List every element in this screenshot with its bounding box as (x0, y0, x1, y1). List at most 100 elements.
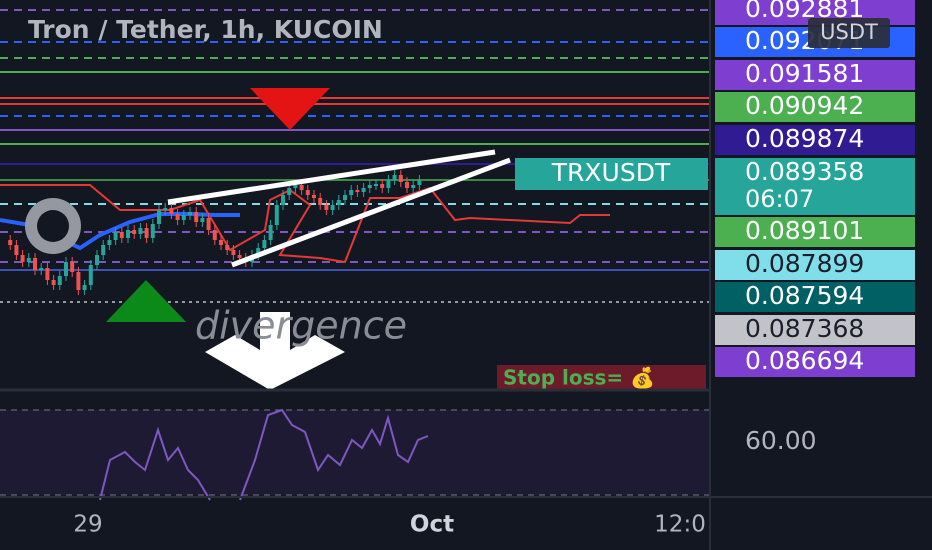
candle-body (14, 245, 19, 255)
time-label: 29 (73, 512, 102, 538)
candle-body (95, 255, 99, 265)
candle-body (33, 258, 37, 270)
candle-body (237, 255, 242, 258)
candle-body (262, 240, 267, 248)
candles (8, 170, 422, 295)
price-label-bg (715, 347, 915, 377)
price-scale: 0.0928810.0920710.0915810.0909420.089874… (715, 0, 915, 377)
down-arrow (205, 312, 345, 390)
candle-body (330, 205, 335, 210)
price-label: 0.087368 (745, 314, 864, 343)
candle-body (392, 175, 397, 180)
candle-body (70, 262, 75, 272)
candle-body (163, 208, 168, 210)
countdown: 06:07 (745, 185, 814, 213)
candle-body (287, 188, 292, 195)
candle-body (361, 188, 366, 192)
candle-body (175, 214, 180, 220)
candle-body (119, 232, 124, 238)
rsi-line (99, 408, 429, 501)
sell-arrow (250, 88, 330, 130)
time-label: Oct (410, 512, 454, 538)
price-label-bg (715, 92, 915, 122)
candle-body (367, 185, 372, 188)
candle-body (305, 190, 310, 195)
candle-body (88, 265, 93, 285)
price-label-bg (715, 217, 915, 247)
candle-body (188, 212, 192, 215)
candle-body (281, 195, 285, 205)
candle-body (336, 200, 341, 205)
candle-body (132, 230, 137, 234)
price-label-bg (715, 282, 915, 312)
candle-body (231, 250, 236, 255)
wedge-upper (167, 149, 496, 205)
candle-body (138, 228, 143, 234)
candle-body (386, 180, 391, 188)
candle-body (274, 205, 279, 225)
candle-body (256, 248, 261, 255)
stop-loss-bg (497, 365, 706, 390)
candle-body (349, 190, 354, 195)
candle-body (57, 276, 62, 285)
candle-body (380, 184, 385, 188)
candle-body (194, 212, 199, 222)
candle-body (405, 182, 409, 188)
candle-body (343, 195, 347, 200)
candle-body (417, 180, 422, 185)
currency-button[interactable] (808, 18, 890, 48)
time-label: 12:0 (654, 512, 706, 538)
price-label: 0.091581 (745, 59, 864, 88)
candle-body (225, 245, 230, 250)
price-label-bg (715, 158, 915, 215)
price-label-bg (715, 125, 915, 155)
candle-body (157, 210, 161, 224)
candle-body (355, 190, 360, 192)
price-label: 0.089101 (745, 216, 864, 245)
price-label-bg (715, 60, 915, 90)
price-label: 0.087594 (745, 281, 864, 310)
chart-title: Tron / Tether, 1h, KUCOIN (28, 15, 383, 44)
marker-hole (37, 210, 69, 242)
candle-body (374, 184, 378, 186)
price-label: 0.089358 (745, 157, 864, 186)
price-label: 0.090942 (745, 91, 864, 120)
buy-arrow (106, 280, 186, 322)
currency-button-text[interactable]: USDT (820, 20, 878, 44)
rsi-level-label: 60.00 (745, 426, 817, 455)
candle-body (126, 230, 130, 238)
candle-body (299, 185, 304, 190)
candle-body (20, 255, 25, 262)
candle-body (150, 224, 155, 238)
candle-body (200, 218, 205, 222)
wedge-lower (231, 157, 511, 268)
candle-body (312, 195, 316, 198)
candle-body (39, 268, 44, 270)
candle-body (324, 205, 329, 210)
candle-body (26, 258, 31, 262)
price-label: 0.086694 (745, 346, 864, 375)
symbol-label: TRXUSDT (551, 158, 671, 187)
candle-body (293, 185, 298, 188)
candle-body (181, 215, 186, 220)
candle-body (206, 218, 211, 230)
candle-body (51, 280, 56, 285)
indicator-line (0, 184, 610, 264)
candle-body (101, 245, 106, 255)
candle-body (113, 232, 118, 240)
symbol-label-bg (515, 158, 708, 190)
price-label-bg (715, 250, 915, 280)
candle-body (318, 198, 323, 205)
candle-body (64, 262, 68, 276)
candle-body (144, 228, 149, 238)
candle-body (45, 268, 50, 280)
price-label: 0.087899 (745, 249, 864, 278)
candle-body (169, 208, 174, 214)
candle-body (411, 185, 416, 188)
rsi-band (0, 410, 710, 495)
candle-body (107, 240, 112, 245)
candle-body (398, 175, 403, 182)
candle-body (76, 272, 81, 290)
